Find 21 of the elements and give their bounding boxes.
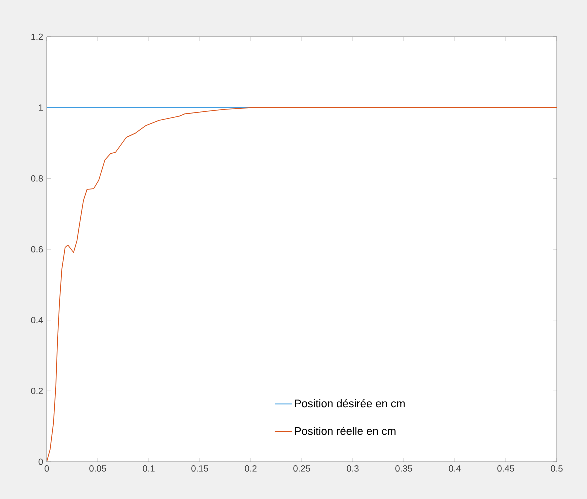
y-tick-label: 1 [39,104,44,111]
y-tick-label: 0.2 [31,388,44,394]
y-tick-label: 0.8 [31,175,44,182]
x-tick-label: 0.35 [396,466,412,472]
line-series [47,107,558,462]
legend-label: Position désirée en cm [295,399,405,408]
x-tick-label: 0.1 [143,466,155,472]
x-tick-label: 0.15 [192,466,208,472]
y-tick-label: 0.6 [31,246,44,253]
x-tick-label: 0.3 [347,466,359,472]
x-tick-label: 0.25 [294,466,310,472]
x-tick-label: 0.4 [449,466,461,472]
x-tick-label: 0 [44,466,50,472]
y-tick-label: 0.4 [31,317,44,324]
y-tick-label: 1.2 [32,34,44,40]
x-tick-label: 0.05 [90,466,106,472]
y-tick-label: 0 [38,458,44,466]
x-tick-label: 0.2 [245,466,257,472]
x-tick-label: 0.45 [498,466,514,472]
x-tick-label: 0.5 [551,466,563,472]
legend-label: Position réelle en cm [295,426,396,436]
